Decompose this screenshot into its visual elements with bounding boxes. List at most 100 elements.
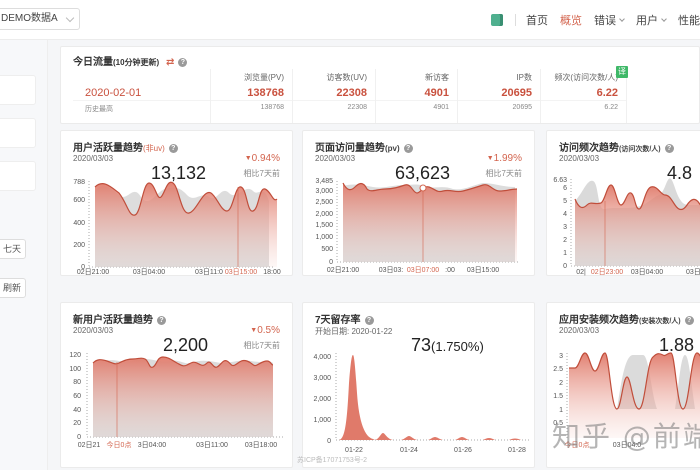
metric-value: 63,623 bbox=[395, 163, 451, 183]
active-users-chart[interactable]: 788 600 400 200 0 02日21:00 03日04:00 03日1… bbox=[61, 131, 294, 277]
nav-item-errors[interactable]: 错误 bbox=[594, 12, 625, 28]
retention-chart[interactable]: 4,000 3,000 2,000 1,000 0 01-22 01-24 01… bbox=[303, 303, 536, 469]
col-value: 4901 bbox=[424, 87, 449, 99]
metric-value: 4.8 bbox=[667, 163, 693, 183]
svg-text:3,485: 3,485 bbox=[315, 178, 333, 185]
card-title: 访问频次趋势(访问次数/人)? bbox=[559, 139, 674, 154]
chevron-down-icon bbox=[65, 13, 75, 23]
card-title: 应用安装频次趋势(安装次数/人)? bbox=[559, 311, 694, 326]
svg-text:80: 80 bbox=[73, 379, 81, 386]
icp-license-link[interactable]: 苏ICP备17071753号-2 bbox=[297, 457, 368, 464]
card-title: 用户活跃量趋势(非uv)? bbox=[73, 139, 178, 154]
refresh-button[interactable]: 刷新 bbox=[0, 278, 26, 298]
svg-text:03日15:00: 03日15:00 bbox=[467, 266, 499, 274]
svg-text:01-28: 01-28 bbox=[508, 447, 526, 454]
nav-item-home[interactable]: 首页 bbox=[526, 12, 548, 28]
svg-text:03日11:00: 03日11:00 bbox=[196, 441, 228, 449]
card-title-sub: (访问次数/人) bbox=[619, 146, 661, 153]
help-icon[interactable]: ? bbox=[403, 144, 413, 153]
col-value: 20695 bbox=[501, 87, 532, 99]
help-icon[interactable]: ? bbox=[684, 316, 694, 325]
row-divider bbox=[211, 100, 292, 101]
svg-text:03日03:: 03日03: bbox=[379, 266, 404, 274]
card-title-text: 应用安装频次趋势 bbox=[559, 315, 639, 326]
traffic-col-frequency: 频次(访问次数/人) 译 6.22 6.22 bbox=[541, 66, 628, 123]
visit-frequency-card: 访问频次趋势(访问次数/人)? 2020/03/03 4.8 6.63 6 5 … bbox=[546, 130, 700, 276]
svg-text:6.63: 6.63 bbox=[553, 177, 567, 184]
nav-item-overview[interactable]: 概览 bbox=[560, 12, 582, 28]
card-title: 7天留存率? bbox=[315, 311, 374, 326]
col-max: 4901 bbox=[433, 104, 449, 111]
col-header: 频次(访问次数/人) bbox=[554, 73, 618, 82]
new-users-chart[interactable]: 120 100 80 60 40 20 0 02日21 今日0点 3日04:00… bbox=[61, 303, 294, 469]
traffic-col-pv: 浏览量(PV) 138768 138768 bbox=[211, 69, 293, 123]
new-users-card: 新用户活跃量趋势? 2020/03/03 2,200 ▼0.5% 相比7天前 1… bbox=[60, 302, 293, 468]
active-users-card: 用户活跃量趋势(非uv)? 2020/03/03 13,132 ▼0.94% 相… bbox=[60, 130, 293, 276]
row-divider bbox=[293, 100, 375, 101]
install-frequency-chart[interactable]: 3 2.5 2 1.5 1 0.5 今日0点 03日04:0 bbox=[547, 303, 700, 469]
svg-text:400: 400 bbox=[73, 220, 85, 227]
nav-item-label: 用户 bbox=[636, 15, 658, 27]
metric-value: 13,132 bbox=[151, 163, 207, 183]
svg-text:4,000: 4,000 bbox=[313, 354, 331, 361]
app-logo-icon[interactable] bbox=[491, 14, 503, 26]
today-traffic-card: 今日流量(10分钟更新) ⇄? 2020-02-01 历史最高 浏览量(PV) … bbox=[60, 46, 700, 124]
page-views-chart[interactable]: 3,485 3,000 2,500 2,000 1,500 1,000 500 … bbox=[303, 131, 536, 277]
help-icon[interactable]: ? bbox=[364, 316, 374, 325]
help-icon[interactable]: ? bbox=[664, 144, 674, 153]
project-select[interactable]: DEMO数据A bbox=[0, 8, 80, 30]
svg-text:3日04:00: 3日04:00 bbox=[138, 441, 167, 449]
history-max-label: 历史最高 bbox=[85, 106, 113, 113]
traffic-col-ip: IP数 20695 20695 bbox=[458, 69, 541, 123]
traffic-title: 今日流量(10分钟更新) ⇄? bbox=[73, 53, 188, 68]
retention-count: 73 bbox=[411, 335, 432, 355]
svg-text:03日11:0: 03日11:0 bbox=[195, 268, 223, 276]
svg-text:2,000: 2,000 bbox=[313, 396, 331, 403]
svg-text:0: 0 bbox=[329, 259, 333, 266]
svg-text:03日04:00: 03日04:00 bbox=[133, 268, 165, 276]
svg-text:6: 6 bbox=[563, 185, 567, 192]
help-icon[interactable]: ? bbox=[178, 58, 188, 67]
visit-frequency-chart[interactable]: 6.63 6 5 4 3 2 1 0 02| 02日23:00 03日04:00… bbox=[547, 131, 700, 277]
svg-text:02日21: 02日21 bbox=[78, 441, 101, 449]
last-7-days-button[interactable]: 七天 bbox=[0, 239, 26, 259]
svg-text:02日21:00: 02日21:00 bbox=[77, 268, 109, 276]
col-value: 138768 bbox=[247, 87, 284, 99]
translate-badge[interactable]: 译 bbox=[616, 66, 628, 78]
help-icon[interactable]: ? bbox=[157, 316, 166, 325]
svg-text:3,000: 3,000 bbox=[315, 188, 333, 195]
col-max: 6.22 bbox=[604, 104, 618, 111]
card-date: 2020/03/03 bbox=[73, 326, 114, 335]
svg-text:20: 20 bbox=[73, 420, 81, 427]
svg-text:0.5: 0.5 bbox=[553, 420, 563, 427]
delta-badge: ▼1.99% bbox=[487, 153, 522, 164]
svg-text:1: 1 bbox=[559, 407, 563, 414]
col-max: 20695 bbox=[512, 104, 532, 111]
svg-text:788: 788 bbox=[73, 179, 85, 186]
nav-item-performance[interactable]: 性能 bbox=[678, 12, 700, 28]
caret-down-icon: ▼ bbox=[250, 327, 258, 334]
card-date: 2020/03/03 bbox=[315, 154, 356, 163]
metric-value: 1.88 bbox=[659, 335, 695, 355]
nav-item-users[interactable]: 用户 bbox=[636, 12, 667, 28]
sidebar-panel-3[interactable] bbox=[0, 161, 36, 191]
sidebar-panel-1[interactable] bbox=[0, 75, 36, 105]
traffic-col-uv: 访客数(UV) 22308 22308 bbox=[293, 69, 376, 123]
svg-text:1: 1 bbox=[563, 250, 567, 257]
card-title-sub: (安装次数/人) bbox=[639, 318, 681, 325]
svg-text:03日15:00: 03日15:00 bbox=[225, 268, 257, 276]
nav-item-label: 错误 bbox=[594, 15, 616, 27]
svg-text:2.5: 2.5 bbox=[553, 366, 563, 373]
delta-note: 相比7天前 bbox=[243, 341, 280, 350]
sidebar-panel-2[interactable] bbox=[0, 118, 36, 148]
help-icon[interactable]: ? bbox=[168, 144, 178, 153]
svg-text:0: 0 bbox=[563, 263, 567, 270]
svg-text:40: 40 bbox=[73, 407, 81, 414]
x-axis: 02日21:00 03日03: 03日07:00 :00 03日15:00 bbox=[327, 266, 499, 274]
delta-badge: ▼0.5% bbox=[250, 325, 280, 336]
svg-text:03日07:00: 03日07:00 bbox=[407, 266, 439, 274]
metric-value: 2,200 bbox=[163, 335, 209, 355]
delta-value: 1.99% bbox=[493, 153, 522, 164]
svg-text:100: 100 bbox=[69, 366, 81, 373]
refresh-icon[interactable]: ⇄ bbox=[166, 57, 175, 68]
